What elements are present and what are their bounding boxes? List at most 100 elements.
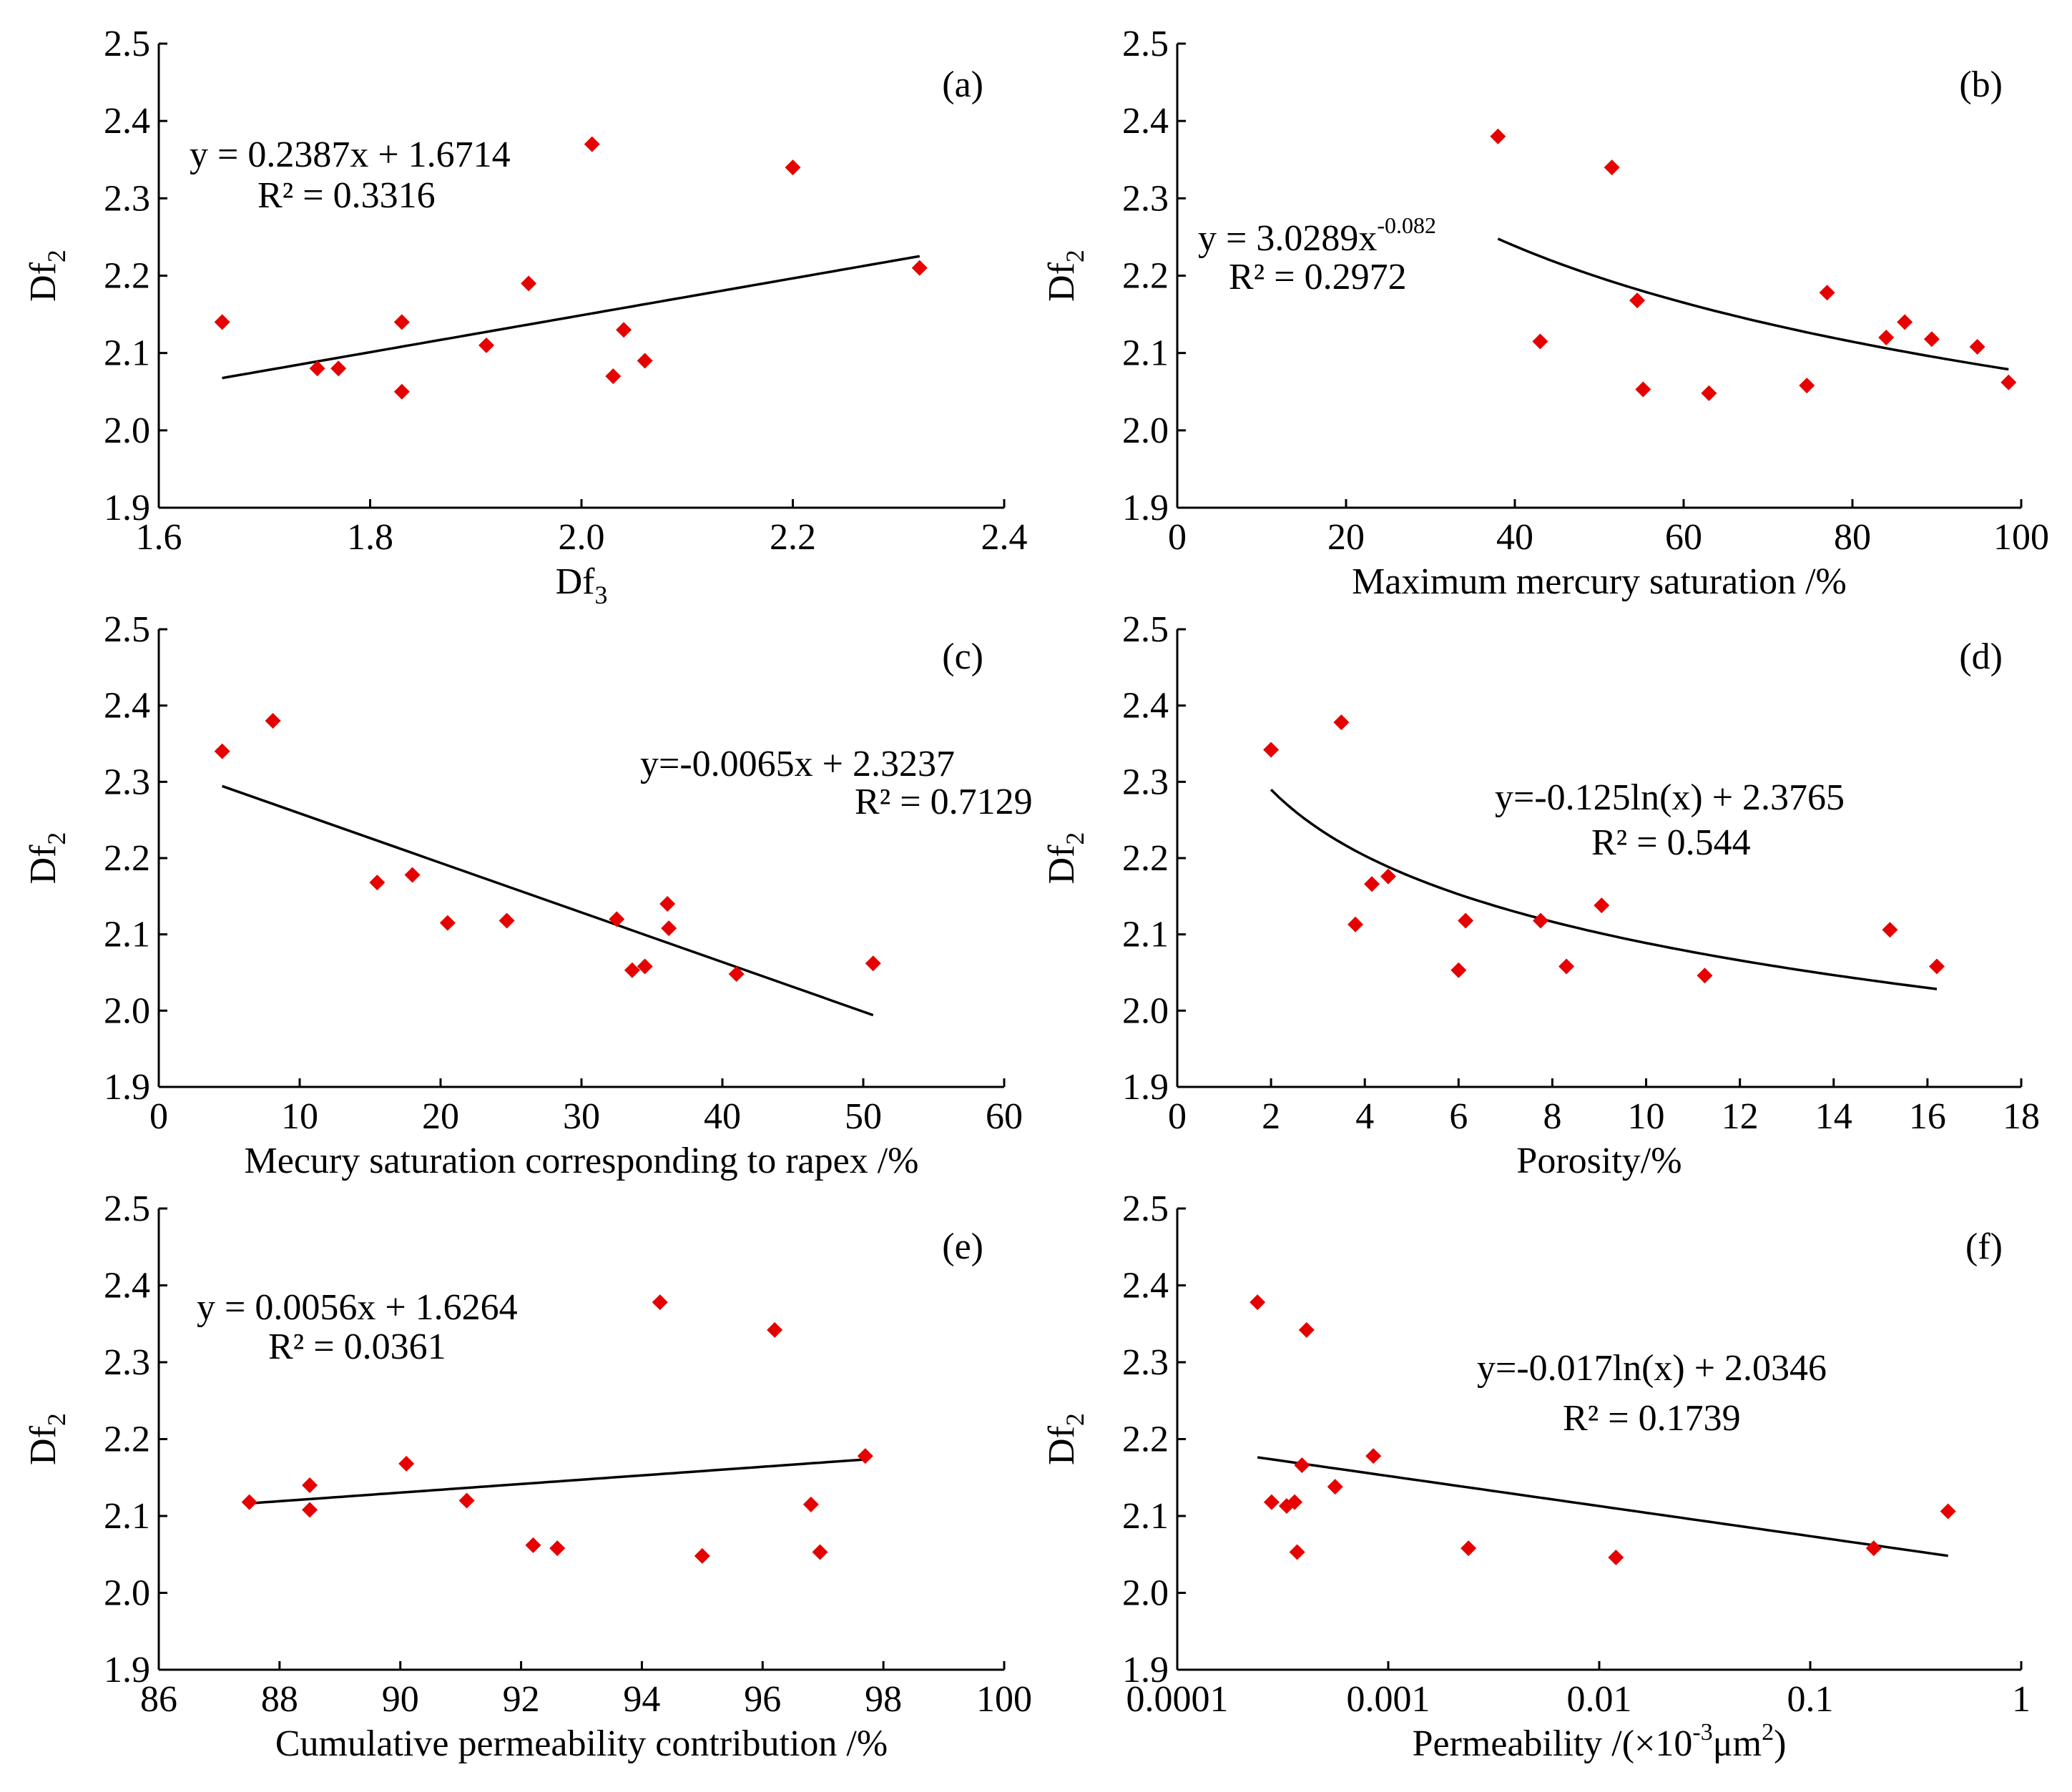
- data-point: [1298, 1321, 1315, 1338]
- x-tick-label: 2.4: [981, 517, 1028, 558]
- trend-line: [222, 784, 874, 1017]
- y-axis-label: Df2: [23, 1413, 71, 1465]
- y-tick-label: 2.0: [1122, 410, 1169, 451]
- y-tick-label: 2.1: [104, 1496, 150, 1537]
- data-point: [1490, 128, 1506, 144]
- x-axis-label: Df3: [556, 561, 608, 609]
- data-point: [616, 322, 632, 338]
- x-tick-label: 0: [1168, 1096, 1187, 1137]
- y-tick-label: 2.2: [104, 1419, 150, 1460]
- panel-d: 1.9 2.0 2.1 2.2 2.3 2.4 2.5 0 2 4 6 8 10 12 14 16 18 Df2 P…: [1041, 609, 2040, 1181]
- x-tick-label: 0.0001: [1126, 1679, 1229, 1720]
- data-point: [1347, 916, 1364, 932]
- data-point: [404, 867, 421, 883]
- fit-equation: y = 0.0056x + 1.6264: [197, 1287, 518, 1328]
- data-point: [584, 136, 600, 152]
- data-point: [302, 1477, 318, 1493]
- x-tick-label: 1: [2012, 1679, 2031, 1720]
- data-point: [1263, 1494, 1280, 1510]
- y-tick-label: 2.4: [1122, 1266, 1169, 1306]
- data-point: [398, 1455, 415, 1472]
- y-tick-label: 2.5: [104, 24, 150, 64]
- x-axis-label: Permeability /(×10-3μm2): [1413, 1719, 1787, 1764]
- data-point: [911, 260, 928, 276]
- panel-b: 1.9 2.0 2.1 2.2 2.3 2.4 2.5 0 20 40 60 80 100 Df2 Maxi…: [1041, 24, 2049, 602]
- data-point: [1940, 1503, 1956, 1520]
- trend-line: [1497, 237, 2009, 371]
- trend-line: [1257, 1456, 1948, 1557]
- data-point: [1532, 333, 1548, 350]
- y-tick-label: 2.3: [104, 178, 150, 219]
- y-tick-label: 2.0: [104, 990, 150, 1031]
- data-point: [1878, 330, 1895, 346]
- y-tick-label: 2.1: [104, 333, 150, 374]
- x-axis-label: Mecury saturation corresponding to rapex…: [245, 1141, 919, 1181]
- r-squared: R² = 0.0361: [268, 1326, 446, 1367]
- y-tick-label: 1.9: [1122, 1650, 1169, 1690]
- data-point: [439, 915, 456, 931]
- fit-equation: y=-0.017ln(x) + 2.0346: [1477, 1348, 1827, 1389]
- fit-equation: y = 0.2387x + 1.6714: [190, 134, 511, 175]
- data-point: [609, 911, 625, 927]
- panel-label: (a): [942, 64, 983, 105]
- data-point: [393, 314, 410, 330]
- y-axis-label: Df2: [23, 250, 71, 302]
- x-tick-label: 20: [422, 1096, 459, 1137]
- data-point: [802, 1496, 819, 1512]
- x-tick-label: 50: [845, 1096, 882, 1137]
- fit-equation: y=-0.0065x + 2.3237: [640, 744, 955, 784]
- x-tick-label: 1.6: [136, 517, 182, 558]
- x-tick-label: 1.8: [347, 517, 393, 558]
- panel-e: 1.9 2.0 2.1 2.2 2.3 2.4 2.5 86 88 90 92 94 96 98 100 Df…: [23, 1188, 1032, 1764]
- x-tick-label: 40: [704, 1096, 741, 1137]
- data-point: [499, 912, 515, 929]
- x-tick-label: 10: [1628, 1096, 1665, 1137]
- trend-line: [249, 1458, 865, 1505]
- y-tick-label: 2.3: [1122, 762, 1169, 802]
- y-axis-label: Df2: [1041, 832, 1089, 885]
- x-axis-label: Porosity/%: [1516, 1141, 1681, 1181]
- r-squared: R² = 0.2972: [1229, 257, 1407, 297]
- data-point: [1697, 968, 1713, 984]
- x-tick-label: 16: [1909, 1096, 1946, 1137]
- y-tick-label: 2.5: [104, 609, 150, 650]
- x-tick-label: 60: [986, 1096, 1023, 1137]
- data-point: [1594, 897, 1610, 914]
- y-tick-label: 2.0: [104, 1573, 150, 1614]
- x-tick-label: 86: [140, 1679, 177, 1720]
- data-point: [1635, 381, 1651, 398]
- x-tick-label: 0.1: [1787, 1679, 1834, 1720]
- y-tick-label: 2.5: [1122, 24, 1169, 64]
- y-tick-label: 1.9: [104, 1650, 150, 1690]
- x-tick-label: 100: [1993, 517, 2049, 558]
- x-tick-label: 10: [281, 1096, 318, 1137]
- y-tick-label: 2.5: [1122, 1188, 1169, 1229]
- trend-line: [1270, 788, 1938, 990]
- fit-equation: y=-0.125ln(x) + 2.3765: [1495, 777, 1845, 818]
- x-tick-label: 12: [1722, 1096, 1759, 1137]
- x-tick-label: 4: [1355, 1096, 1374, 1137]
- y-tick-label: 2.2: [1122, 1419, 1169, 1460]
- data-point: [1365, 1448, 1382, 1464]
- data-point: [659, 896, 676, 912]
- x-tick-label: 100: [976, 1679, 1032, 1720]
- data-point: [1458, 912, 1474, 929]
- data-point: [2000, 374, 2017, 390]
- data-point: [214, 314, 230, 330]
- data-point: [1263, 742, 1280, 758]
- y-tick-label: 2.3: [104, 1342, 150, 1383]
- panel-label: (c): [942, 636, 983, 677]
- y-tick-label: 2.0: [1122, 1573, 1169, 1614]
- x-tick-label: 88: [261, 1679, 298, 1720]
- panel-label: (d): [1959, 636, 2003, 677]
- x-tick-label: 0: [149, 1096, 168, 1137]
- data-point: [865, 955, 881, 972]
- x-tick-label: 0.01: [1567, 1679, 1632, 1720]
- data-point: [767, 1321, 783, 1338]
- x-tick-label: 18: [2003, 1096, 2040, 1137]
- x-tick-label: 98: [865, 1679, 902, 1720]
- x-axis-label: Cumulative permeability contribution /%: [275, 1723, 888, 1764]
- x-tick-label: 2: [1262, 1096, 1280, 1137]
- panel-label: (f): [1965, 1226, 2003, 1267]
- x-tick-label: 0: [1168, 517, 1187, 558]
